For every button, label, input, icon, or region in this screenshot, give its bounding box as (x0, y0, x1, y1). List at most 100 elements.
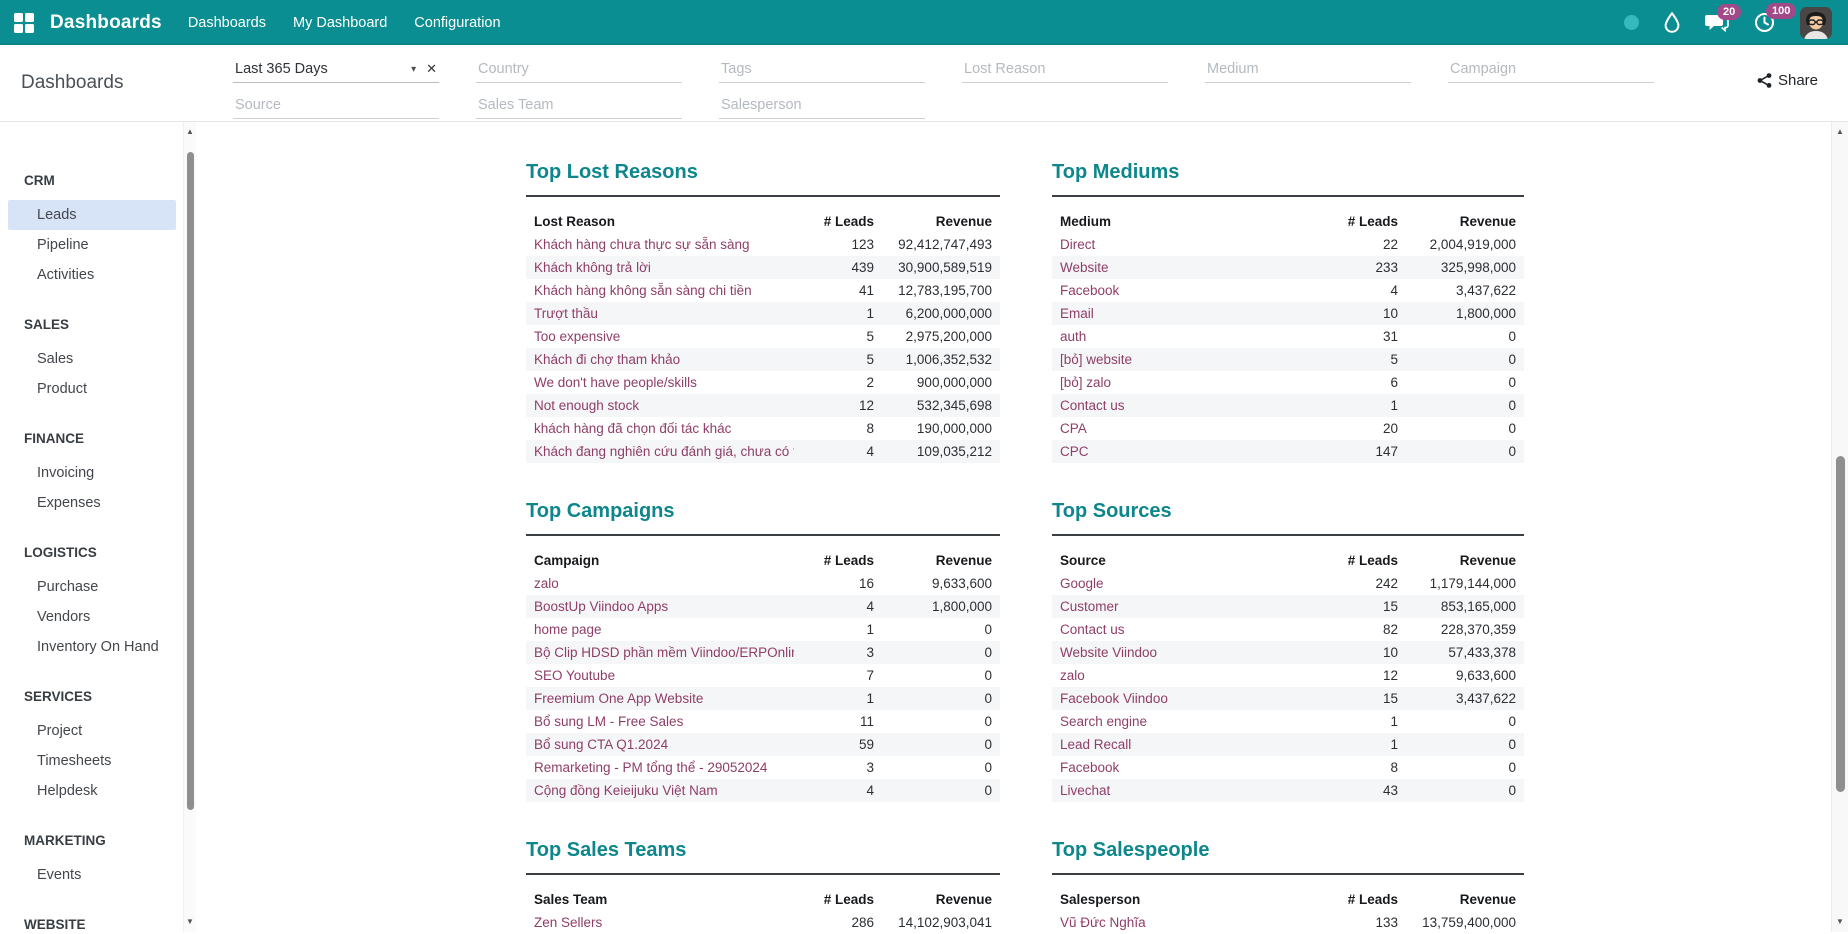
record-link[interactable]: Not enough stock (534, 398, 640, 413)
revenue-value: 3,437,622 (1455, 691, 1516, 706)
record-link[interactable]: auth (1060, 329, 1087, 344)
scroll-up-arrow[interactable]: ▲ (186, 127, 194, 136)
apps-menu-icon[interactable] (14, 12, 34, 33)
record-link[interactable]: Livechat (1060, 783, 1111, 798)
sidebar-section-title: SALES (24, 317, 70, 332)
record-link[interactable]: Khách đang nghiên cứu đánh giá, chưa có … (534, 444, 794, 459)
leads-count: 4 (866, 783, 874, 798)
sidebar-item[interactable]: Purchase (37, 579, 99, 595)
record-link[interactable]: Freemium One App Website (534, 691, 704, 706)
record-link[interactable]: Khách không trả lời (534, 260, 651, 275)
user-avatar[interactable] (1800, 6, 1832, 39)
filter-input[interactable] (233, 92, 439, 119)
record-link[interactable]: Facebook (1060, 760, 1120, 775)
record-link[interactable]: Customer (1060, 599, 1119, 614)
scroll-up-arrow[interactable]: ▲ (1836, 127, 1844, 136)
filter-input[interactable] (719, 56, 925, 83)
record-link[interactable]: Google (1060, 576, 1104, 591)
filter-input[interactable] (1448, 56, 1654, 83)
sidebar-item[interactable]: Helpdesk (37, 783, 98, 799)
sidebar-item[interactable]: Invoicing (37, 465, 95, 481)
filter-input[interactable] (719, 92, 925, 119)
record-link[interactable]: [bỏ] zalo (1060, 375, 1112, 390)
leads-count: 59 (858, 737, 874, 752)
record-link[interactable]: khách hàng đã chọn đối tác khác (534, 421, 732, 436)
date-range-filter[interactable]: Last 365 Days ▾ ✕ (233, 56, 439, 83)
record-link[interactable]: Khách đi chợ tham khảo (534, 352, 681, 367)
sidebar-item[interactable]: Vendors (37, 609, 91, 625)
record-link[interactable]: zalo (534, 576, 559, 591)
sidebar-item[interactable]: Inventory On Hand (37, 639, 159, 655)
revenue-value: 0 (984, 783, 992, 798)
sidebar-item[interactable]: Leads (8, 200, 176, 230)
sidebar-item[interactable]: Pipeline (37, 237, 89, 253)
revenue-value: 0 (1508, 352, 1516, 367)
table-title: Top Sales Teams (526, 838, 1000, 875)
column-header-revenue: Revenue (935, 892, 992, 907)
record-link[interactable]: Bộ Clip HDSD phần mềm Viindoo/ERPOnline … (534, 645, 794, 660)
dashboard-table-card: Top Campaigns Campaign # Leads Revenue (526, 499, 1000, 802)
filter-input[interactable] (476, 92, 682, 119)
scroll-down-arrow[interactable]: ▼ (186, 917, 194, 926)
record-link[interactable]: Facebook Viindoo (1060, 691, 1168, 706)
filter-input[interactable] (476, 56, 682, 83)
record-link[interactable]: Facebook (1060, 283, 1120, 298)
record-link[interactable]: We don't have people/skills (534, 375, 697, 390)
table-row: Email 10 1,800,000 (1052, 302, 1524, 325)
scrollbar-thumb[interactable] (186, 152, 194, 810)
record-link[interactable]: Too expensive (534, 329, 621, 344)
filter-input[interactable] (962, 56, 1168, 83)
table-row: zalo 16 9,633,600 (526, 572, 1000, 595)
record-link[interactable]: Vũ Đức Nghĩa (1060, 915, 1146, 930)
record-link[interactable]: Bổ sung LM - Free Sales (534, 714, 684, 729)
messages-button[interactable]: 20 (1705, 3, 1742, 33)
navbar-menu-item[interactable]: My Dashboard (293, 14, 388, 31)
record-link[interactable]: [bỏ] website (1060, 352, 1133, 367)
record-link[interactable]: BoostUp Viindoo Apps (534, 599, 669, 614)
sidebar-item[interactable]: Events (37, 867, 82, 883)
record-link[interactable]: home page (534, 622, 602, 637)
record-link[interactable]: Contact us (1060, 398, 1125, 413)
revenue-value: 14,102,903,041 (898, 915, 992, 930)
record-link[interactable]: Remarketing - PM tổng thể - 29052024 (534, 760, 768, 775)
table-header-row: Source # Leads Revenue (1052, 549, 1524, 572)
navbar-menu-item[interactable]: Dashboards (187, 14, 266, 31)
table-header-row: Lost Reason # Leads Revenue (526, 210, 1000, 233)
record-link[interactable]: Website (1060, 260, 1109, 275)
sidebar-item[interactable]: Expenses (37, 495, 101, 511)
filter-input[interactable] (1205, 56, 1411, 83)
support-drop-button[interactable] (1664, 12, 1680, 33)
leads-count: 8 (1390, 760, 1398, 775)
table-row: CPC 147 0 (1052, 440, 1524, 463)
record-link[interactable]: Email (1060, 306, 1094, 321)
share-button[interactable]: Share (1751, 71, 1824, 90)
record-link[interactable]: Bổ sung CTA Q1.2024 (534, 737, 669, 752)
sidebar-item[interactable]: Activities (37, 267, 95, 283)
record-link[interactable]: Cộng đồng Keieijuku Việt Nam (534, 783, 718, 798)
data-table: Salesperson # Leads Revenue Vũ Đức Nghĩa… (1052, 888, 1524, 934)
scroll-down-arrow[interactable]: ▼ (1836, 917, 1844, 926)
record-link[interactable]: Contact us (1060, 622, 1125, 637)
record-link[interactable]: Zen Sellers (534, 915, 603, 930)
record-link[interactable]: Khách hàng không sẵn sàng chi tiền (534, 283, 752, 298)
record-link[interactable]: Lead Recall (1060, 737, 1132, 752)
leads-count: 1 (866, 306, 874, 321)
record-link[interactable]: Khách hàng chưa thực sự sẵn sàng (534, 237, 750, 252)
sidebar-item[interactable]: Sales (37, 351, 74, 367)
leads-count: 12 (858, 398, 874, 413)
clear-filter-icon[interactable]: ✕ (426, 61, 437, 76)
record-link[interactable]: Search engine (1060, 714, 1148, 729)
record-link[interactable]: CPA (1060, 421, 1087, 436)
record-link[interactable]: CPC (1060, 444, 1089, 459)
activities-button[interactable]: 100 (1754, 3, 1797, 33)
record-link[interactable]: SEO Youtube (534, 668, 616, 683)
scrollbar-thumb[interactable] (1835, 456, 1845, 792)
record-link[interactable]: Website Viindoo (1060, 645, 1158, 660)
navbar-menu-item[interactable]: Configuration (414, 14, 501, 31)
record-link[interactable]: Trượt thầu (534, 306, 598, 321)
record-link[interactable]: Direct (1060, 237, 1096, 252)
sidebar-item[interactable]: Project (37, 723, 83, 739)
record-link[interactable]: zalo (1060, 668, 1085, 683)
sidebar-item[interactable]: Product (37, 381, 87, 397)
sidebar-item[interactable]: Timesheets (37, 753, 112, 769)
